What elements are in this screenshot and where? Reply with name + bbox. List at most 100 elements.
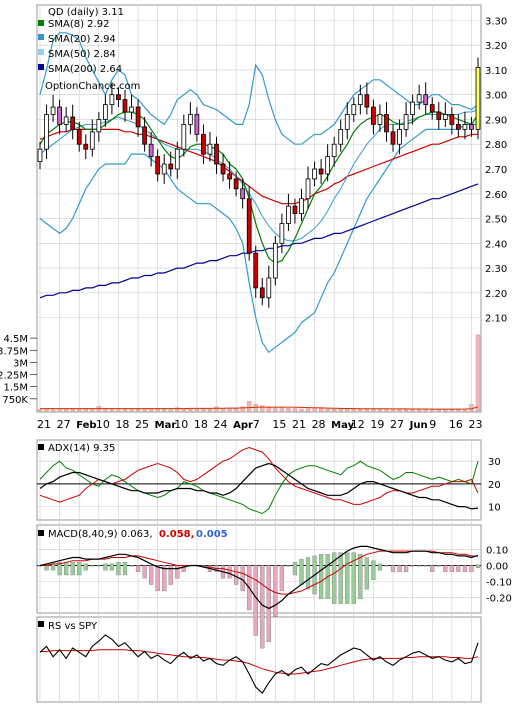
volume-tick-label: 3M xyxy=(13,358,28,369)
x-tick-label: Mar xyxy=(155,420,177,431)
volume-bar xyxy=(371,409,376,412)
price-plot xyxy=(37,32,481,354)
volume-bar xyxy=(403,409,409,412)
candle-body xyxy=(299,198,304,214)
candle-body xyxy=(429,104,435,113)
macd-tick-label: -0.10 xyxy=(486,577,512,588)
candle-body xyxy=(253,252,259,289)
candle-body xyxy=(475,67,481,130)
volume-bar xyxy=(214,406,219,412)
volume-tick-label: 1.5M xyxy=(3,383,28,394)
candle-body xyxy=(410,101,415,115)
candle-body xyxy=(318,168,324,175)
candle-body xyxy=(135,106,141,128)
candle-body xyxy=(390,131,396,145)
macd-histogram-bar xyxy=(423,565,428,567)
volume-bar xyxy=(70,409,75,412)
legend-sma8: SMA(8) 2.92 xyxy=(48,19,109,30)
macd-tick-label: 0.00 xyxy=(486,561,508,572)
price-tick-label: 2.80 xyxy=(485,140,507,151)
price-tick-label: 2.20 xyxy=(485,289,507,300)
volume-bar xyxy=(449,409,455,412)
macd-histogram-bar xyxy=(449,565,454,572)
x-tick-label: 27 xyxy=(57,418,71,431)
macd-histogram-bar xyxy=(122,562,128,576)
volume-bar xyxy=(233,408,239,412)
chart-title: QD (daily) 3.11 xyxy=(48,7,124,18)
macd-signal-label: 0.058, xyxy=(159,529,194,540)
candle-body xyxy=(246,198,252,254)
macd-histogram-bar xyxy=(305,557,311,590)
macd-histogram-bar xyxy=(96,565,101,567)
x-tick-label: May xyxy=(331,420,354,431)
macd-line xyxy=(39,545,479,610)
macd-histogram-bar xyxy=(149,565,154,585)
volume-bar xyxy=(50,409,56,412)
candle-body xyxy=(89,131,95,150)
volume-bar xyxy=(135,409,141,412)
volume-bar xyxy=(384,408,389,412)
volume-bar xyxy=(116,409,121,412)
legend-sma20: SMA(20) 2.94 xyxy=(48,34,116,45)
candle-body xyxy=(207,143,213,155)
candle-body xyxy=(456,124,461,130)
volume-bar xyxy=(181,408,186,412)
price-tick-label: 3.30 xyxy=(485,16,507,27)
candle-body xyxy=(442,114,448,120)
macd-histogram-bar xyxy=(162,565,167,592)
macd-histogram-bar xyxy=(279,565,284,592)
volume-bar xyxy=(430,409,435,412)
macd-tick-label: 0.10 xyxy=(486,546,508,557)
candle-body xyxy=(103,104,108,120)
candle-body xyxy=(266,277,272,299)
volume-bar xyxy=(175,407,180,412)
candle-body xyxy=(122,99,128,113)
candle-body xyxy=(161,163,167,175)
candle-body xyxy=(109,94,115,105)
macd-histogram-bar xyxy=(390,565,396,572)
candle-body xyxy=(344,114,350,130)
x-tick-label: 21 xyxy=(37,418,51,431)
legend-swatch-sma20 xyxy=(38,34,44,40)
candle-body xyxy=(83,143,89,150)
macd-histogram-bar xyxy=(116,562,121,576)
macd-histogram-bar xyxy=(377,563,383,571)
candle-body xyxy=(325,156,331,175)
candle-body xyxy=(259,287,265,299)
volume-bar xyxy=(443,409,448,412)
candle-body xyxy=(227,173,232,180)
macd-signal-line xyxy=(40,550,479,595)
macd-histogram-bar xyxy=(77,562,82,576)
macd-histogram-bar xyxy=(50,563,56,571)
candle-body xyxy=(240,188,246,200)
candle-body xyxy=(148,143,154,158)
candle-body xyxy=(423,94,429,105)
macd-swatch xyxy=(38,530,44,536)
volume-bar xyxy=(77,409,82,412)
x-tick-label: 19 xyxy=(370,418,384,431)
macd-histogram-bar xyxy=(417,565,422,567)
macd-histogram-bar xyxy=(168,565,173,585)
candle-body xyxy=(168,163,174,170)
x-tick-label: 15 xyxy=(272,418,286,431)
volume-bar xyxy=(109,409,115,412)
x-tick-label: 18 xyxy=(115,418,129,431)
volume-bar xyxy=(318,408,324,412)
price-legend: QD (daily) 3.11 SMA(8) 2.92 SMA(20) 2.94… xyxy=(38,7,140,92)
macd-histogram-bar xyxy=(345,552,350,604)
macd-histogram-bar xyxy=(155,565,160,592)
legend-swatch-sma200 xyxy=(38,64,44,70)
volume-bar xyxy=(240,406,245,412)
macd-histogram-bar xyxy=(318,554,324,600)
volume-bar xyxy=(364,409,370,412)
x-tick-label: 10 xyxy=(174,418,188,431)
candle-body xyxy=(462,124,468,130)
candle-body xyxy=(357,94,363,105)
macd-histogram-bar xyxy=(57,562,62,576)
volume-bar xyxy=(273,407,278,412)
volume-tick-label: 750K xyxy=(2,395,28,406)
macd-plot xyxy=(37,545,481,649)
macd-histogram-bar xyxy=(358,554,363,600)
volume-bar xyxy=(312,407,317,412)
